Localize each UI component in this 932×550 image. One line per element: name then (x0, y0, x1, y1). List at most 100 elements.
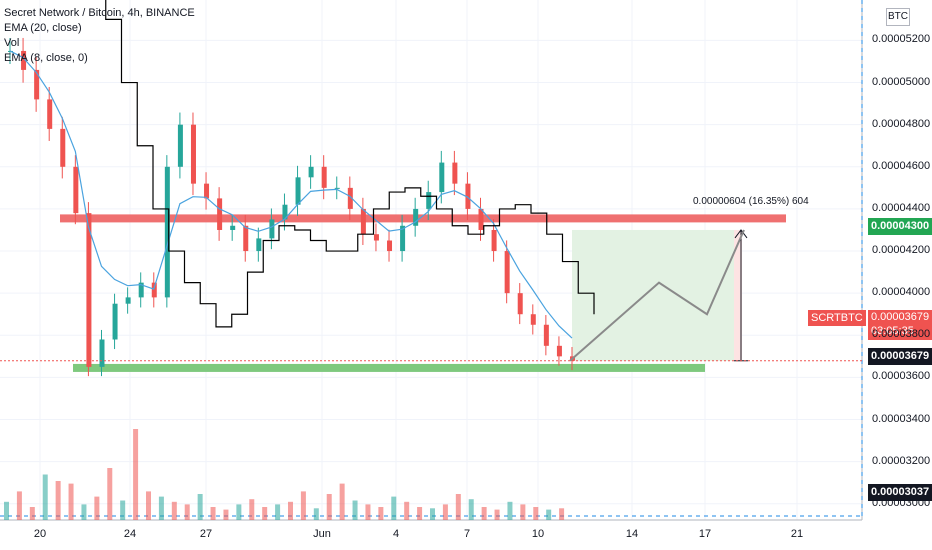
volume-bar (546, 509, 552, 520)
ema20-line (9, 50, 573, 339)
candle-body (217, 198, 223, 230)
legend-ema8: EMA (8, close, 0) (4, 52, 88, 64)
candle-body (413, 208, 419, 226)
y-tick-label: 0.00003200 (872, 454, 931, 467)
x-tick-label: 14 (625, 528, 639, 540)
volume-bar (275, 504, 281, 520)
volume-bar (210, 507, 216, 520)
volume-bar (494, 509, 500, 520)
x-tick-label: 17 (698, 528, 712, 540)
resistance-zone (60, 214, 786, 223)
volume-bar (352, 500, 358, 520)
candle-body (308, 166, 314, 178)
measure-arrow (734, 229, 748, 239)
y-tick-label: 0.00003000 (872, 496, 931, 509)
candle-body (47, 99, 53, 129)
volume-bar (262, 507, 268, 520)
candle-body (269, 219, 275, 239)
volume-bar (94, 496, 100, 520)
x-tick-label: Jun (313, 528, 331, 540)
candle-body (517, 293, 523, 315)
volume-bar (197, 494, 203, 520)
volume-bar (533, 507, 539, 520)
volume-bar (365, 504, 371, 520)
y-tick-label: 0.00005200 (872, 33, 931, 46)
y-tick-label: 0.00003600 (872, 370, 931, 383)
candle-body (439, 162, 445, 193)
volume-bar (55, 481, 61, 520)
projection-box (572, 229, 740, 361)
y-tick-label: 0.00003400 (872, 412, 931, 425)
candle-body (478, 208, 484, 230)
candle-body (177, 124, 183, 167)
volume-bar (417, 507, 423, 520)
volume-bar (107, 468, 113, 520)
volume-bar (468, 499, 474, 520)
volume-bar (81, 504, 87, 520)
currency-badge[interactable]: BTC (886, 8, 910, 26)
candle-body (34, 69, 40, 100)
candle-body (360, 208, 366, 235)
volume-bar (481, 507, 487, 520)
volume-bar (29, 507, 35, 520)
y-tick-label: 0.00004200 (872, 244, 931, 257)
volume-bar (520, 504, 526, 520)
y-tick-label: 0.00004400 (872, 201, 931, 214)
candle-body (60, 128, 66, 167)
y-tick-label: 0.00004000 (872, 286, 931, 299)
candle-body (452, 162, 458, 184)
volume-bar (404, 501, 410, 520)
volume-bar (171, 501, 177, 520)
candle-body (400, 225, 406, 252)
x-tick-label: 27 (199, 528, 213, 540)
chart-legend: Secret Network / Bitcoin, 4h, BINANCE EM… (4, 6, 195, 66)
candle-body (295, 177, 301, 205)
measure-label: 0.00000604 (16.35%) 604 (693, 196, 809, 207)
volume-bar (184, 504, 190, 520)
volume-bar (313, 508, 319, 520)
candle-body (530, 314, 536, 325)
candle-body (334, 187, 340, 189)
y-tick-label: 0.00004600 (872, 159, 931, 172)
candle-body (543, 324, 549, 346)
volume-bar (455, 494, 461, 520)
legend-vol: Vol (4, 37, 20, 49)
x-tick-label: 24 (123, 528, 137, 540)
volume-bar (16, 491, 22, 520)
candle-body (426, 192, 432, 209)
target-price-tag: 0.00004300 (868, 218, 932, 235)
volume-bar (236, 504, 242, 520)
volume-bar (4, 501, 9, 520)
symbol-tag: SCRTBTC (808, 310, 866, 326)
volume-bar (507, 501, 513, 520)
volume-bar (326, 494, 332, 520)
candle-body (190, 124, 196, 184)
support-zone (73, 363, 705, 372)
volume-bar (120, 500, 126, 520)
volume-bar (223, 509, 229, 520)
volume-bar (249, 499, 255, 520)
candle-body (504, 251, 510, 294)
volume-price-tag: 0.00003037 (868, 484, 932, 501)
x-tick-label: 4 (392, 528, 400, 540)
candle-body (112, 303, 118, 340)
y-tick-label: 0.00003800 (872, 328, 931, 341)
volume-bar (442, 504, 448, 520)
volume-bar (559, 508, 565, 520)
candle-body (282, 204, 288, 220)
x-tick-label: 21 (790, 528, 804, 540)
ema8-line (105, 0, 595, 328)
candle-body (73, 166, 79, 214)
candle-body (204, 183, 210, 199)
candle-body (256, 238, 262, 252)
candle-body (230, 225, 236, 230)
candle-body (21, 50, 27, 70)
candle-body (243, 225, 249, 252)
volume-bar (339, 483, 345, 520)
x-tick-label: 10 (531, 528, 545, 540)
candle-body (321, 166, 327, 188)
volume-bar (133, 429, 139, 520)
volume-bar (158, 496, 164, 520)
last-price-tag: 0.00003679 03:05:35 (868, 310, 932, 340)
